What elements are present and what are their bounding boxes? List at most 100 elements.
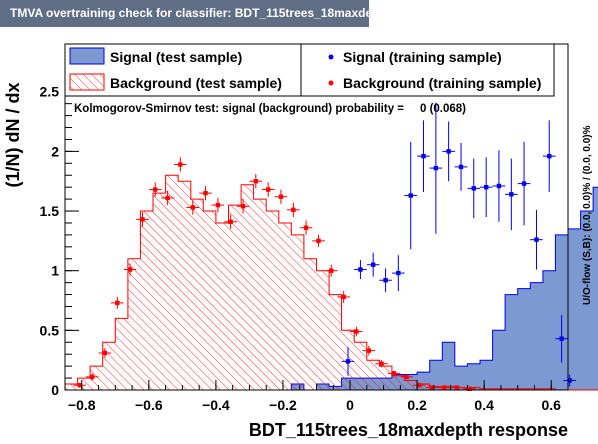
- signal-train-point: [341, 347, 355, 376]
- background-train-marker: [404, 374, 409, 380]
- signal-train-point: [563, 374, 576, 387]
- signal-train-marker: [433, 165, 439, 171]
- background-train-point: [73, 382, 87, 388]
- background-train-point: [161, 190, 174, 206]
- signal-train-marker: [458, 164, 464, 170]
- x-tick-label: −0.6: [135, 397, 163, 413]
- signal-train-point: [417, 120, 430, 192]
- signal-train-marker: [559, 336, 564, 341]
- legend-signal-test-swatch: [69, 47, 105, 65]
- signal-train-marker: [408, 193, 413, 198]
- background-train-marker: [253, 179, 259, 184]
- background-train-marker: [429, 385, 435, 390]
- background-train-marker: [215, 202, 221, 208]
- background-train-marker: [165, 195, 170, 201]
- signal-train-point: [429, 102, 443, 234]
- signal-train-point: [467, 158, 481, 219]
- background-train-point: [337, 290, 350, 303]
- signal-train-marker: [483, 184, 489, 190]
- background-train-marker: [341, 294, 346, 300]
- background-train-point: [450, 385, 464, 390]
- legend-right: Signal (training sample) Background (tra…: [300, 43, 555, 97]
- background-train-point: [312, 234, 325, 247]
- signal-train-point: [555, 314, 568, 363]
- background-train-marker: [89, 374, 95, 380]
- background-train-marker: [303, 225, 309, 230]
- legend-background-test-swatch: [69, 73, 105, 91]
- legend-signal-test-label: Signal (test sample): [110, 49, 242, 65]
- background-train-point: [174, 157, 187, 172]
- background-train-marker: [77, 383, 82, 388]
- background-train-marker: [291, 207, 296, 213]
- signal-train-point: [530, 209, 543, 270]
- signal-train-marker: [521, 181, 527, 186]
- x-axis-label: BDT_115trees_18maxdepth response: [249, 420, 568, 440]
- background-train-point: [287, 202, 300, 217]
- background-train-marker: [354, 329, 359, 334]
- background-train-marker: [442, 385, 447, 390]
- background-train-marker: [127, 267, 133, 272]
- background-train-marker: [115, 300, 120, 306]
- y-axis-label: (1/N) dN / dx: [3, 82, 23, 187]
- signal-train-point: [454, 143, 468, 191]
- signal-train-marker: [358, 267, 363, 272]
- x-tick-label: 0.2: [407, 397, 427, 413]
- background-train-marker: [190, 205, 195, 210]
- background-train-marker: [140, 217, 145, 222]
- signal-train-marker: [396, 270, 401, 276]
- signal-train-marker: [534, 237, 539, 242]
- signal-train-marker: [345, 359, 351, 364]
- background-train-point: [199, 185, 212, 201]
- legend-background-train-label: Background (training sample): [343, 75, 541, 91]
- background-train-point: [123, 263, 137, 276]
- background-train-point: [274, 189, 288, 204]
- background-train-point: [186, 200, 200, 215]
- background-train-marker: [278, 194, 284, 199]
- y-tick-label: 2: [51, 143, 59, 159]
- background-train-marker: [153, 187, 158, 192]
- signal-train-marker: [383, 278, 388, 283]
- background-train-point: [299, 220, 313, 235]
- signal-train-point: [517, 141, 531, 226]
- background-train-marker: [102, 350, 108, 356]
- background-train-point: [400, 374, 413, 380]
- background-train-marker: [178, 162, 183, 167]
- background-train-point: [148, 182, 162, 197]
- signal-train-point: [505, 158, 518, 231]
- legend-signal-train-marker: [328, 54, 334, 60]
- background-train-point: [425, 385, 439, 390]
- signal-train-point: [392, 255, 405, 291]
- signal-train-point: [354, 259, 367, 280]
- background-train-marker: [391, 371, 397, 376]
- signal-train-point: [442, 121, 455, 182]
- background-train-point: [362, 345, 376, 356]
- x-tick-label: −0.8: [68, 397, 96, 413]
- signal-train-point: [479, 157, 493, 217]
- background-train-marker: [240, 204, 246, 209]
- x-tick-label: −0.4: [202, 397, 230, 413]
- background-train-marker: [467, 386, 472, 392]
- background-train-point: [111, 296, 124, 309]
- signal-train-marker: [496, 183, 502, 189]
- y-tick-label: 2.5: [40, 84, 60, 100]
- signal-train-point: [379, 268, 392, 293]
- signal-train-marker: [471, 186, 476, 191]
- background-train-point: [324, 264, 338, 277]
- signal-train-point: [404, 141, 418, 250]
- background-train-point: [375, 360, 388, 368]
- background-train-point: [387, 370, 401, 376]
- signal-train-marker: [547, 153, 552, 159]
- signal-train-point: [542, 120, 556, 192]
- y-tick-label: 0: [51, 382, 59, 398]
- signal-train-marker: [370, 262, 376, 267]
- background-train-point: [85, 373, 99, 381]
- background-train-point: [98, 348, 112, 358]
- x-tick-label: 0.6: [541, 397, 561, 413]
- plot-area: −0.8 −0.6 −0.4 −0.2 0 0.2 0.4 0.6 0 0.5 1 1.5 2 2.5: [40, 43, 598, 413]
- background-train-marker: [454, 385, 460, 390]
- signal-train-marker: [421, 153, 426, 159]
- background-train-marker: [329, 268, 334, 273]
- signal-train-marker: [446, 149, 451, 154]
- signal-train-marker: [567, 378, 572, 383]
